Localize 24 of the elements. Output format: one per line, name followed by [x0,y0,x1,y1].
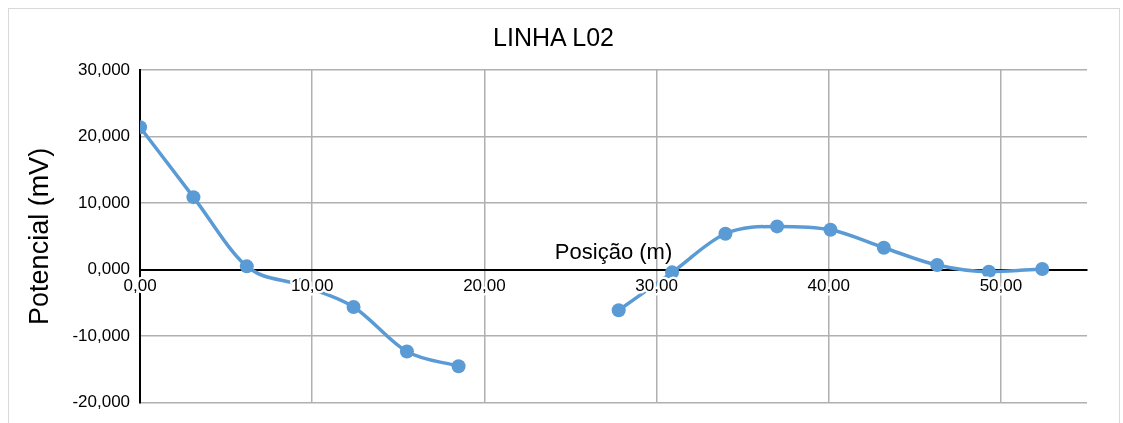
point [611,303,626,318]
point [876,240,891,255]
x-tick-label: 40,00 [807,275,851,295]
point [823,222,838,237]
x-axis-title: Posição (m) [554,238,673,264]
point [1035,262,1050,277]
y-tick-label: 0,000 [87,259,131,279]
y-axis-title: Potencial (mV) [23,147,54,325]
x-tick-label: 50,00 [979,275,1023,295]
y-tick-label: 30,000 [78,59,131,79]
point [399,344,414,359]
point [718,226,733,241]
point [451,359,466,374]
y-tick-label: -20,000 [72,392,131,412]
y-tick-label: 10,000 [78,192,131,212]
chart-title: LINHA L02 [493,22,614,51]
point [930,258,945,273]
point [239,259,254,274]
y-tick-label: 20,000 [78,126,131,146]
point [186,190,201,205]
y-tick-label: -10,000 [72,325,131,345]
point [770,219,785,234]
x-tick-label: 20,00 [463,275,506,295]
point [346,299,361,314]
